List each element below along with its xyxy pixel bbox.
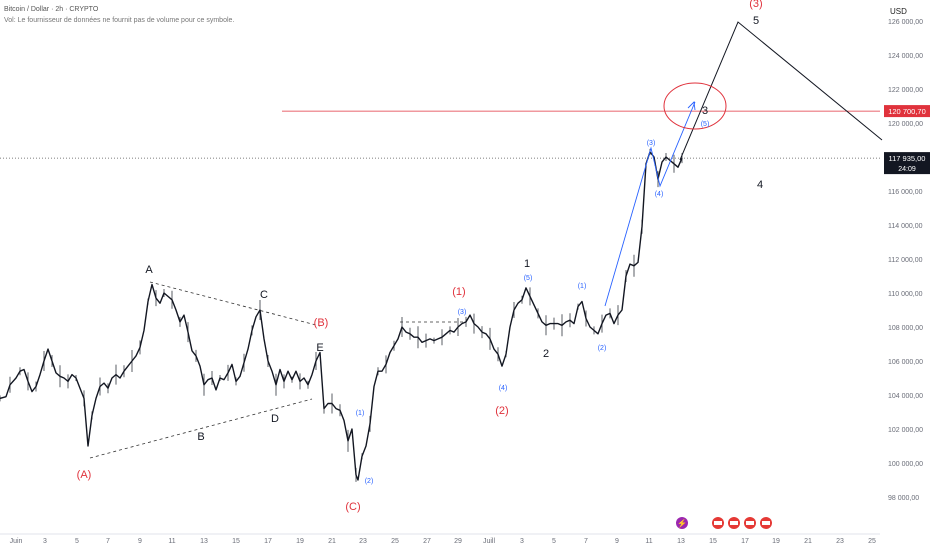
target-ellipse (663, 82, 727, 130)
y-tick-label: 126 000,00 (888, 19, 923, 26)
wave-label: B (197, 431, 204, 443)
currency-unit: USD (890, 7, 907, 16)
wave-label: (4) (499, 385, 508, 392)
x-tick-label: 25 (391, 538, 399, 545)
flag-stripe-icon (762, 521, 770, 525)
y-tick-label: 120 000,00 (888, 121, 923, 128)
wave-label: (2) (495, 405, 508, 417)
price-tag-resistance (884, 105, 930, 118)
x-tick-label: 11 (168, 538, 175, 545)
x-tick-label: 21 (804, 538, 812, 545)
x-tick-label: 15 (709, 538, 717, 545)
y-tick-label: 104 000,00 (888, 393, 923, 400)
wave-label: 5 (753, 15, 759, 27)
y-tick-label: 124 000,00 (888, 53, 923, 60)
wave-label: (B) (314, 317, 329, 329)
wave-label: 2 (543, 348, 549, 360)
y-tick-label: 100 000,00 (888, 461, 923, 468)
wave-label: (1) (578, 283, 587, 290)
x-tick-label: 11 (645, 538, 652, 545)
wave-label: A (145, 264, 153, 276)
x-tick-label: 9 (615, 538, 619, 545)
wave-label: (3) (458, 309, 467, 316)
x-tick-label: 29 (454, 538, 462, 545)
wave-label: 3 (702, 105, 708, 117)
x-tick-label: 3 (43, 538, 47, 545)
lightning-glyph-icon: ⚡ (677, 518, 687, 528)
x-tick-label: 17 (741, 538, 749, 545)
triangle-upper-line (149, 281, 321, 327)
wave-label: (5) (701, 121, 710, 128)
blue-wave-path (604, 101, 696, 307)
y-tick-label: 110 000,00 (888, 291, 923, 298)
wave-label: (4) (655, 191, 664, 198)
wave-label: (3) (647, 140, 656, 147)
x-tick-label: 5 (75, 538, 79, 545)
y-tick-label: 116 000,00 (888, 189, 923, 196)
price-series (0, 151, 683, 481)
y-tick-label: 114 000,00 (888, 223, 923, 230)
wave-label: (A) (77, 469, 92, 481)
x-tick-label: 15 (232, 538, 240, 545)
x-tick-label: 7 (106, 538, 110, 545)
flag-stripe-icon (730, 521, 738, 525)
y-tick-label: 108 000,00 (888, 325, 923, 332)
wave-label: (3) (749, 0, 762, 10)
wave-label: (1) (452, 286, 465, 298)
price-tag-countdown: 24:09 (898, 166, 916, 173)
flag-stripe-icon (714, 521, 722, 525)
x-tick-label: Juin (10, 538, 23, 545)
wave-label: (C) (345, 501, 360, 513)
lightning-event-icon (676, 517, 688, 529)
volume-note: Vol: Le fournisseur de données ne fourni… (4, 17, 235, 24)
blue-arrow-head (687, 101, 696, 111)
wave-label: (1) (356, 410, 365, 417)
projection-line (679, 21, 883, 161)
wave-label: C (260, 289, 268, 301)
wave-label: 4 (757, 179, 763, 191)
x-tick-label: 7 (584, 538, 588, 545)
wave-label: D (271, 413, 279, 425)
price-tag-current-label: 117 935,00 (889, 154, 926, 163)
x-tick-label: 3 (520, 538, 524, 545)
y-tick-label: 112 000,00 (888, 257, 923, 264)
x-tick-label: 19 (296, 538, 304, 545)
wave-label: 1 (524, 258, 530, 270)
y-tick-label: 122 000,00 (888, 87, 923, 94)
x-tick-label: 17 (264, 538, 272, 545)
x-tick-label: Juill (483, 538, 496, 545)
x-tick-label: 21 (328, 538, 336, 545)
x-tick-label: 25 (868, 538, 876, 545)
wave-label: (5) (524, 275, 533, 282)
y-tick-label: 102 000,00 (888, 427, 923, 434)
x-tick-label: 27 (423, 538, 431, 545)
x-tick-label: 19 (772, 538, 780, 545)
wave-label: E (316, 342, 323, 354)
wave-label: (2) (598, 345, 607, 352)
x-tick-label: 13 (677, 538, 685, 545)
y-tick-label: 106 000,00 (888, 359, 923, 366)
x-tick-label: 23 (836, 538, 844, 545)
chart-title: Bitcoin / Dollar · 2h · CRYPTO (4, 6, 99, 13)
wave-label: (2) (365, 478, 374, 485)
flag-stripe-icon (746, 521, 754, 525)
x-tick-label: 23 (359, 538, 367, 545)
x-tick-label: 9 (138, 538, 142, 545)
price-tag-current (884, 152, 930, 175)
y-tick-label: 98 000,00 (888, 495, 919, 502)
x-tick-label: 5 (552, 538, 556, 545)
price-tag-resistance-label: 120 700,70 (888, 107, 926, 116)
x-tick-label: 13 (200, 538, 208, 545)
triangle-lower-line (89, 398, 313, 459)
